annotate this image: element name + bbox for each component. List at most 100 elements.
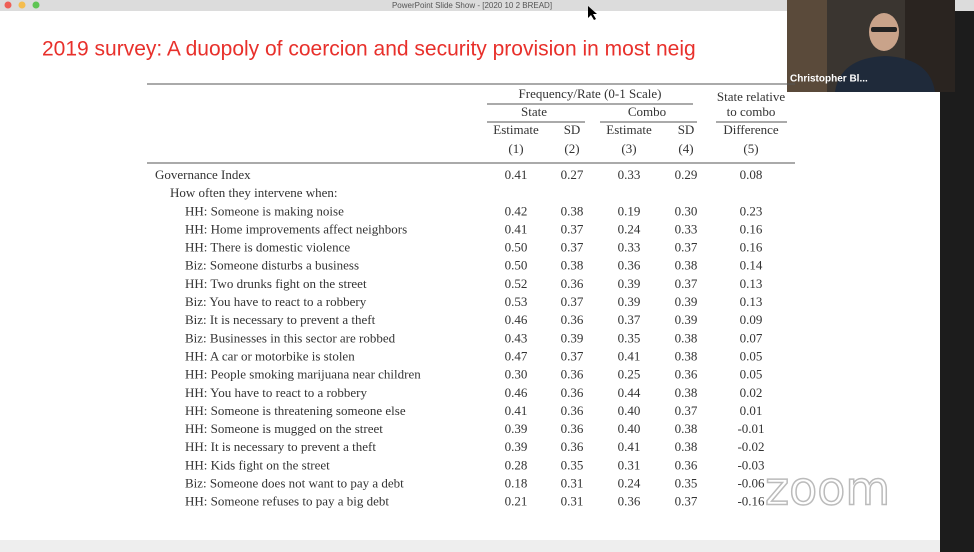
column-header: SD <box>564 122 581 137</box>
row-label: HH: Someone is mugged on the street <box>185 421 383 436</box>
column-header: Estimate <box>493 122 539 137</box>
person-glasses <box>871 27 897 32</box>
cell: 0.43 <box>505 330 528 345</box>
row-label: HH: Two drunks fight on the street <box>185 276 367 291</box>
cell: 0.46 <box>505 312 528 327</box>
cell: 0.05 <box>740 367 763 382</box>
cell: 0.30 <box>505 367 528 382</box>
row-label: Biz: You have to react to a robbery <box>185 294 367 309</box>
cell: 0.36 <box>675 367 698 382</box>
column-number: (3) <box>621 141 636 156</box>
row-label: HH: Someone is making noise <box>185 203 344 218</box>
video-shelf <box>787 0 827 92</box>
close-button[interactable] <box>4 1 12 9</box>
column-header: Estimate <box>606 122 652 137</box>
cell: 0.28 <box>505 457 528 472</box>
combo-header: Combo <box>628 104 666 119</box>
cell: 0.24 <box>618 476 641 491</box>
zoom-watermark: zoom <box>765 462 890 516</box>
row-label: HH: Home improvements affect neighbors <box>185 221 407 236</box>
cell: 0.39 <box>505 439 528 454</box>
cell: 0.37 <box>561 348 584 363</box>
row-label: HH: A car or motorbike is stolen <box>185 348 355 363</box>
cell: 0.52 <box>505 276 528 291</box>
cell: 0.36 <box>561 421 584 436</box>
cell: 0.36 <box>561 385 584 400</box>
cell: 0.19 <box>618 203 641 218</box>
cell: 0.30 <box>675 203 698 218</box>
row-label: How often they intervene when: <box>170 185 338 200</box>
cell: 0.36 <box>561 439 584 454</box>
slide-title: 2019 survey: A duopoly of coercion and s… <box>42 38 696 61</box>
cell: 0.38 <box>675 421 698 436</box>
column-number: (1) <box>508 141 523 156</box>
cell: 0.33 <box>618 167 641 182</box>
relative-header: State relative <box>717 89 785 104</box>
row-label: HH: People smoking marijuana near childr… <box>185 367 421 382</box>
cell: 0.13 <box>740 276 763 291</box>
row-label: Governance Index <box>155 167 251 182</box>
minimize-button[interactable] <box>18 1 26 9</box>
cell: 0.07 <box>740 330 763 345</box>
cell: 0.41 <box>505 221 528 236</box>
cell: 0.31 <box>618 457 641 472</box>
cell: 0.39 <box>505 421 528 436</box>
cell: 0.39 <box>675 312 698 327</box>
mouse-cursor <box>588 6 597 20</box>
cell: 0.42 <box>505 203 528 218</box>
cell: 0.38 <box>561 258 584 273</box>
column-header: SD <box>678 122 695 137</box>
cell: 0.37 <box>675 276 698 291</box>
column-number: (5) <box>743 141 758 156</box>
cell: 0.38 <box>675 330 698 345</box>
cell: 0.41 <box>505 403 528 418</box>
cell: 0.50 <box>505 240 528 255</box>
cell: 0.41 <box>618 348 641 363</box>
row-label: HH: Kids fight on the street <box>185 457 330 472</box>
column-number: (2) <box>564 141 579 156</box>
cell: 0.31 <box>561 476 584 491</box>
cell: 0.36 <box>561 312 584 327</box>
cell: 0.35 <box>675 476 698 491</box>
results-table: Frequency/Rate (0-1 Scale) State Combo Stat… <box>147 83 795 509</box>
cell: 0.14 <box>740 258 763 273</box>
cell: 0.36 <box>561 276 584 291</box>
cell: 0.39 <box>561 330 584 345</box>
cell: 0.38 <box>675 385 698 400</box>
title-bar <box>0 0 974 11</box>
cell: 0.33 <box>618 240 641 255</box>
cell: 0.01 <box>740 403 763 418</box>
cell: 0.05 <box>740 348 763 363</box>
cell: 0.37 <box>561 294 584 309</box>
cell: 0.36 <box>561 403 584 418</box>
cell: 0.13 <box>740 294 763 309</box>
window-title: PowerPoint Slide Show - [2020 10 2 BREAD… <box>392 1 552 10</box>
cell: 0.36 <box>618 494 641 509</box>
cell: 0.33 <box>675 221 698 236</box>
zoom-button[interactable] <box>32 1 40 9</box>
cell: 0.16 <box>740 221 763 236</box>
cell: 0.02 <box>740 385 763 400</box>
row-label: Biz: It is necessary to prevent a theft <box>185 312 376 327</box>
column-number: (4) <box>678 141 693 156</box>
cell: -0.02 <box>737 439 764 454</box>
cell: 0.37 <box>561 221 584 236</box>
cell: 0.09 <box>740 312 763 327</box>
cell: 0.29 <box>675 167 698 182</box>
cell: 0.53 <box>505 294 528 309</box>
cell: 0.44 <box>618 385 641 400</box>
cell: 0.21 <box>505 494 528 509</box>
cell: 0.41 <box>618 439 641 454</box>
row-label: Biz: Someone disturbs a business <box>185 258 359 273</box>
cell: 0.50 <box>505 258 528 273</box>
cell: 0.39 <box>618 294 641 309</box>
row-label: HH: You have to react to a robbery <box>185 385 367 400</box>
cell: 0.38 <box>675 439 698 454</box>
cell: 0.25 <box>618 367 641 382</box>
cell: 0.38 <box>675 258 698 273</box>
cell: 0.46 <box>505 385 528 400</box>
cell: 0.27 <box>561 167 584 182</box>
cell: 0.41 <box>505 167 528 182</box>
cell: 0.38 <box>561 203 584 218</box>
column-header: Difference <box>723 122 779 137</box>
